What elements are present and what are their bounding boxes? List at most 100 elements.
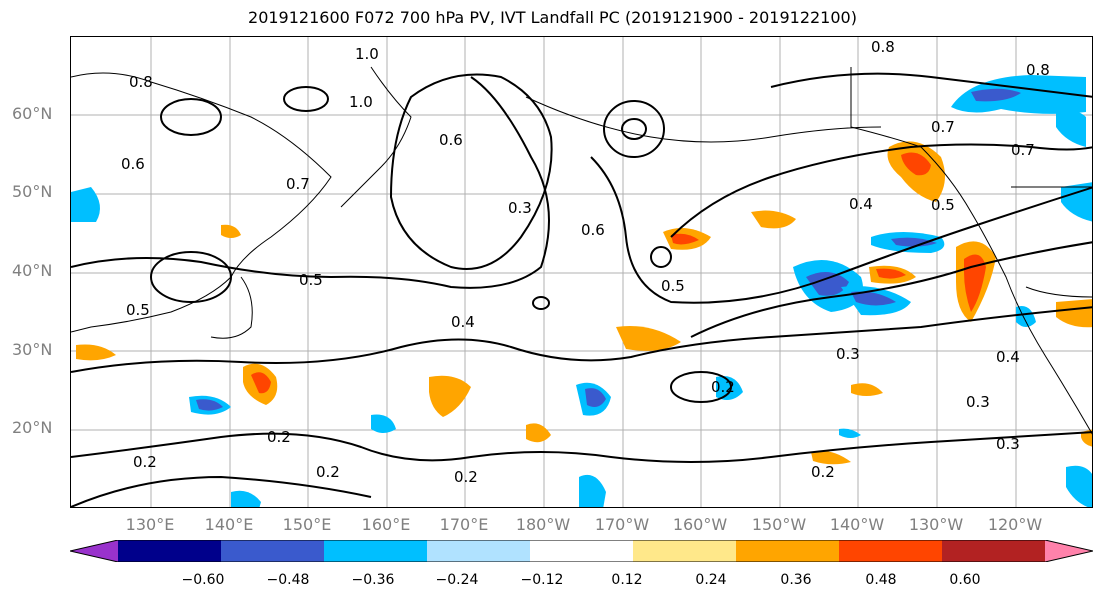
contours — [71, 72, 1092, 507]
contour-label: 0.4 — [451, 313, 475, 331]
contour-label: 0.2 — [711, 378, 735, 396]
shade-alaska-blue — [971, 88, 1021, 102]
shade-bc-red — [901, 152, 931, 176]
contour-label: 0.5 — [299, 271, 323, 289]
colorbar-tick: −0.36 — [351, 572, 395, 588]
contour-0 — [71, 306, 1092, 373]
contour-label: 0.3 — [836, 345, 860, 363]
contour-11 — [160, 98, 222, 136]
shade-orange-a — [751, 210, 796, 229]
colorbar-segment — [221, 540, 325, 562]
lon-label-120w: 120°W — [987, 515, 1043, 534]
lon-label-140w: 140°W — [829, 515, 885, 534]
contour-label: 0.7 — [1011, 141, 1035, 159]
lon-label-160w: 160°W — [672, 515, 728, 534]
contour-1 — [71, 431, 1092, 463]
shade-blue-h — [585, 388, 606, 407]
contour-label: 0.2 — [267, 428, 291, 446]
shade-cyan-f — [839, 428, 861, 438]
contour-label: 1.0 — [355, 45, 379, 63]
colorbar-tick: −0.12 — [520, 572, 564, 588]
lon-label-170w: 170°W — [594, 515, 650, 534]
shade-red-l — [251, 372, 271, 394]
colorbar-segment — [839, 540, 943, 562]
coast-aleutians — [525, 96, 882, 143]
contour-8 — [389, 73, 553, 270]
colorbar-svg — [69, 539, 1094, 563]
contour-label: 0.5 — [661, 277, 685, 295]
shade-ep-blue-2 — [806, 272, 849, 296]
lon-label-180w: 180°W — [515, 515, 571, 534]
contour-label: 0.2 — [811, 463, 835, 481]
lon-label-160e: 160°E — [361, 515, 411, 534]
lon-label-150w: 150°W — [751, 515, 807, 534]
shade-cyan-u — [579, 474, 606, 507]
contour-label: 0.3 — [508, 199, 532, 217]
colorbar-tick: 0.24 — [695, 572, 727, 588]
colorbar-segment — [942, 540, 1046, 562]
shade-orange-i — [429, 375, 471, 417]
lon-label-140e: 140°E — [204, 515, 254, 534]
contour-6 — [690, 241, 1092, 338]
contour-5 — [670, 143, 1092, 238]
shade-cyan-s — [1066, 465, 1092, 507]
contour-label: 0.8 — [871, 38, 895, 56]
contour-label: 0.5 — [126, 301, 150, 319]
colorbar-tick: −0.24 — [435, 572, 479, 588]
shade-ep-blue-1 — [891, 237, 937, 247]
contour-14 — [650, 246, 672, 268]
shade-orange-d — [851, 383, 883, 396]
contour-10 — [621, 118, 647, 140]
lon-label-150e: 150°E — [282, 515, 332, 534]
map-title: 2019121600 F072 700 hPa PV, IVT Landfall… — [248, 8, 857, 27]
shade-red-b — [671, 233, 699, 245]
shade-ne-cyan — [1056, 110, 1086, 147]
colorbar-tick: 0.60 — [949, 572, 981, 588]
lat-label-20n: 20°N — [12, 418, 53, 437]
colorbar — [69, 539, 1094, 563]
colorbar-tick: −0.48 — [266, 572, 310, 588]
contour-label: 0.2 — [133, 453, 157, 471]
contour-label: 1.0 — [349, 93, 373, 111]
lat-label-30n: 30°N — [12, 340, 53, 359]
contour-label: 0.6 — [439, 131, 463, 149]
shade-coast-red — [964, 254, 986, 312]
contour-label: 0.4 — [849, 195, 873, 213]
colorbar-tick: 0.12 — [611, 572, 643, 588]
contour-4 — [590, 156, 1092, 304]
shade-orange-v — [1081, 429, 1092, 447]
map-svg: 1.0 1.0 0.8 0.8 0.8 0.7 0.7 0.7 0.6 0.6 … — [71, 37, 1092, 507]
colorbar-segment — [633, 540, 737, 562]
contour-label: 0.5 — [931, 196, 955, 214]
coast-japan — [210, 276, 253, 339]
colorbar-segment — [70, 540, 118, 562]
shade-cyan-t — [231, 490, 261, 507]
contour-12 — [283, 86, 329, 112]
contour-label: 0.7 — [286, 175, 310, 193]
lat-label-60n: 60°N — [12, 104, 53, 123]
contour-label: 0.3 — [966, 393, 990, 411]
contour-label: 0.2 — [454, 468, 478, 486]
colorbar-tick: 0.36 — [780, 572, 812, 588]
contour-9 — [603, 100, 665, 158]
contour-label: 0.4 — [996, 348, 1020, 366]
shade-cyan-r — [1061, 182, 1092, 222]
shade-blue-m — [196, 399, 223, 411]
shade-orange-j — [526, 423, 551, 443]
contour-16 — [670, 371, 732, 403]
lon-label-130w: 130°W — [908, 515, 964, 534]
contour-7 — [770, 72, 1092, 98]
colorbar-segment — [530, 540, 634, 562]
lon-label-130e: 130°E — [125, 515, 175, 534]
shade-orange-o — [76, 344, 116, 361]
contour-label: 0.8 — [129, 73, 153, 91]
contour-label: 0.3 — [996, 435, 1020, 453]
shade-cyan-g — [716, 376, 743, 401]
shade-orange-q — [1056, 299, 1092, 328]
coast-asia — [71, 72, 332, 333]
contour-label: 0.6 — [581, 221, 605, 239]
coast-kamchatka — [340, 66, 412, 208]
colorbar-segment — [324, 540, 428, 562]
colorbar-segment — [427, 540, 531, 562]
coast-na — [850, 67, 1092, 435]
